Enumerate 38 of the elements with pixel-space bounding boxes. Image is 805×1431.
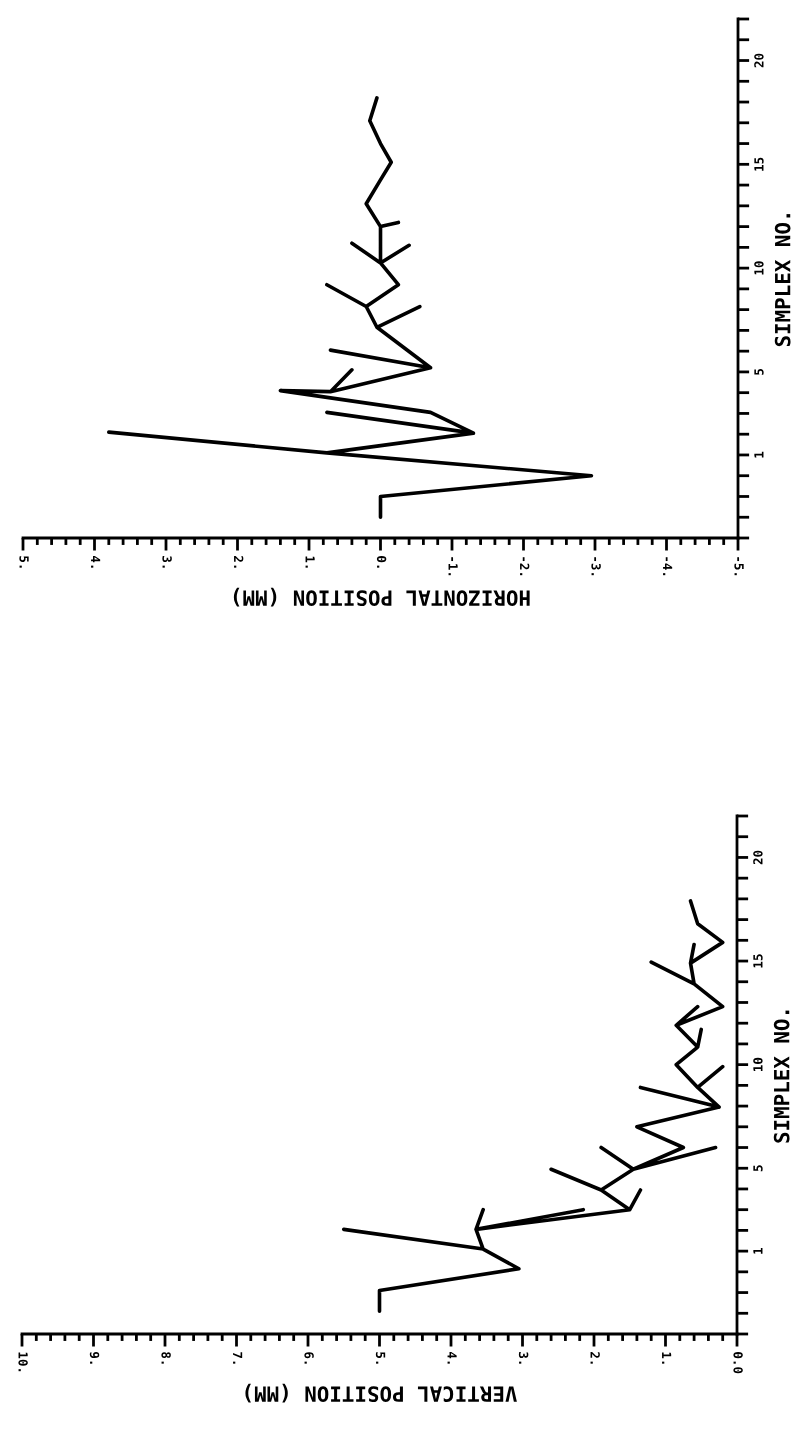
- x-tick-label: -1.: [448, 557, 458, 576]
- line-series: [341, 899, 725, 1314]
- x-tick-label: 4.: [447, 1351, 457, 1364]
- x-tick-label: 4.: [91, 555, 101, 568]
- y-tick-label: 20: [754, 53, 764, 68]
- x-tick-label: 2.: [590, 1352, 600, 1364]
- y-tick-label: 5: [753, 1165, 763, 1172]
- x-tick-label: 8.: [161, 1352, 171, 1364]
- x-tick-label: 10.: [18, 1352, 28, 1372]
- y-axis-title: SIMPLEX NO.: [774, 214, 791, 347]
- y-tick-label: 1: [753, 1247, 763, 1254]
- x-tick-label: 5.: [375, 1352, 386, 1364]
- x-axis-title: HORIZONTAL POSITION (MM): [233, 587, 530, 607]
- x-tick-label: 3.: [162, 556, 172, 568]
- x-axis-title: VERTICAL POSITION (MM): [245, 1383, 517, 1403]
- line-series: [106, 96, 594, 520]
- x-tick-label: 5.: [19, 556, 29, 568]
- x-tick-label: 6.: [304, 1352, 314, 1364]
- y-tick-label: 10: [753, 1057, 763, 1072]
- x-tick-label: -5.: [734, 557, 744, 576]
- y-tick-label: 15: [754, 157, 764, 171]
- x-tick-label: -2.: [520, 557, 530, 576]
- x-tick-label: 0.: [376, 556, 387, 568]
- x-tick-label: 7.: [233, 1352, 243, 1364]
- x-tick-label: 1.: [662, 1352, 672, 1364]
- y-tick-label: 5: [754, 369, 764, 375]
- y-tick-label: 20: [753, 850, 763, 865]
- x-tick-label: -4.: [663, 557, 673, 576]
- y-tick-label: 15: [753, 954, 763, 968]
- x-tick-label: 1.: [305, 556, 315, 568]
- x-tick-label: 0.0: [733, 1352, 743, 1374]
- y-axis-title: SIMPLEX NO.: [773, 1010, 790, 1143]
- y-tick-label: 1: [754, 451, 764, 458]
- x-tick-label: 9.: [89, 1352, 100, 1364]
- y-tick-label: 10: [754, 261, 764, 275]
- x-tick-label: 3.: [518, 1352, 529, 1364]
- x-tick-label: 2.: [234, 556, 244, 568]
- x-tick-label: -3.: [591, 557, 601, 576]
